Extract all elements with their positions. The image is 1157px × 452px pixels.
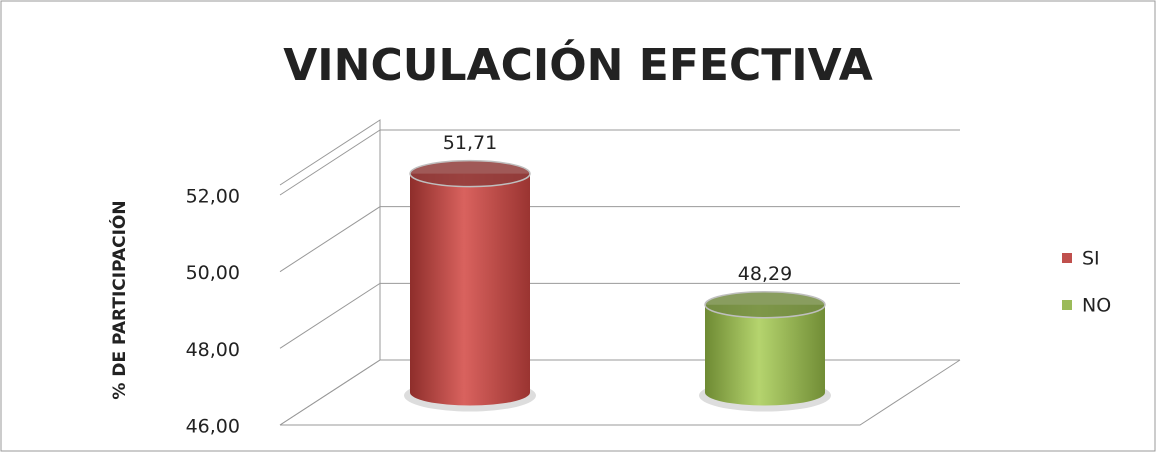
legend-swatch [1062,253,1072,263]
bar [705,304,825,406]
chart-title: VINCULACIÓN EFECTIVA [283,38,873,91]
legend-label: SI [1082,248,1100,270]
grid-line [279,129,960,196]
y-tick-label: 50,00 [186,262,240,284]
legend-label: NO [1082,295,1111,317]
y-tick-label: 46,00 [186,416,240,438]
bar-top [409,159,531,188]
y-tick-label: 48,00 [186,339,240,361]
grid-line [279,282,960,349]
y-axis-title: % DE PARTICIPACIÓN [108,200,130,399]
grid-line [279,206,960,273]
grid-line [279,359,960,426]
floor [280,359,961,426]
bar-top [704,290,826,319]
legend-swatch [1062,300,1072,310]
bar [410,173,530,406]
y-tick-label: 52,00 [186,186,240,208]
value-label: 51,71 [443,132,497,154]
value-label: 48,29 [738,263,792,285]
side-wall [279,119,381,426]
